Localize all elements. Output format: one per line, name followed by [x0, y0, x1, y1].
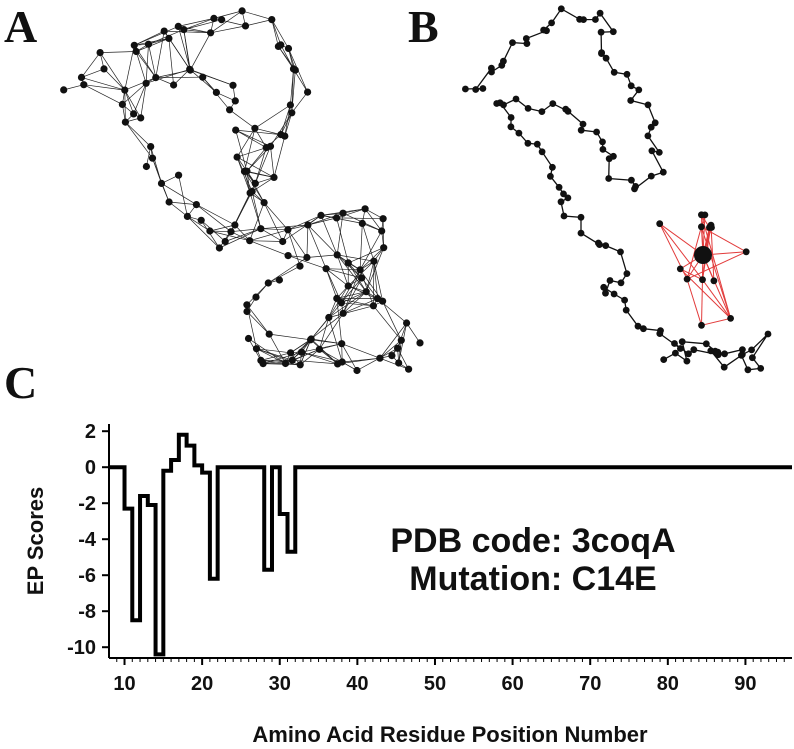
y-tick-label: -6 — [78, 565, 96, 587]
y-tick-label: -10 — [67, 637, 96, 659]
panel-a-letter: A — [4, 1, 37, 52]
x-tick-label: 60 — [501, 673, 523, 695]
panel-c-letter: C — [4, 357, 37, 408]
x-tick-label: 30 — [269, 673, 291, 695]
y-tick-label: 0 — [85, 457, 96, 479]
ep-score-series-line — [109, 432, 792, 657]
x-tick-label: 10 — [113, 673, 135, 695]
contact-network-graph — [60, 7, 424, 375]
y-tick-label: 2 — [85, 421, 96, 443]
y-axis-title: EP Scores — [23, 487, 48, 595]
x-tick-label: 40 — [346, 673, 368, 695]
pdb-code-annotation: PDB code: 3coqA — [390, 522, 675, 560]
y-tick-label: -2 — [78, 493, 96, 515]
panel-b-letter: B — [408, 1, 439, 52]
x-tick-label: 50 — [424, 673, 446, 695]
x-tick-label: 20 — [191, 673, 213, 695]
mutation-site-node — [694, 246, 712, 264]
x-axis-title: Amino Acid Residue Position Number — [252, 722, 648, 747]
backbone-trace-graph — [462, 5, 772, 374]
x-tick-label: 90 — [734, 673, 756, 695]
y-tick-label: -8 — [78, 601, 96, 623]
x-tick-label: 80 — [657, 673, 679, 695]
y-tick-label: -4 — [78, 529, 97, 551]
x-tick-label: 70 — [579, 673, 601, 695]
mutation-annotation: Mutation: C14E — [409, 560, 656, 598]
ep-score-chart: 20-2-4-6-8-10 10 20 30 40 50 60 70 80 90 EP Scor… — [23, 421, 792, 747]
